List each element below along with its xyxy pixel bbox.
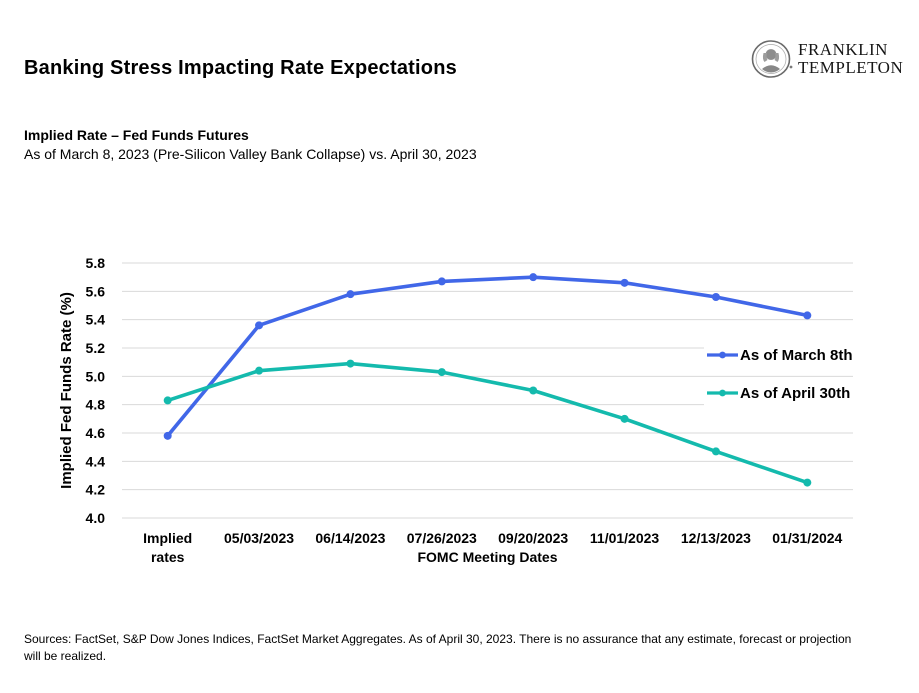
x-tick-label: 05/03/2023 bbox=[224, 530, 294, 546]
series-line bbox=[165, 275, 810, 438]
x-tick-label: 11/01/2023 bbox=[590, 530, 660, 546]
x-tick-label: rates bbox=[151, 549, 185, 565]
x-tick-label: 06/14/2023 bbox=[315, 530, 385, 546]
data-point bbox=[437, 277, 446, 286]
logo-wordmark: FRANKLIN TEMPLETON bbox=[798, 41, 903, 77]
x-tick-label: 01/31/2024 bbox=[772, 530, 842, 546]
y-tick-label: 5.0 bbox=[86, 368, 106, 384]
sources-note: Sources: FactSet, S&P Dow Jones Indices,… bbox=[24, 632, 852, 663]
y-tick-label: 4.8 bbox=[86, 397, 106, 413]
y-tick-label: 5.4 bbox=[86, 312, 106, 328]
data-point bbox=[163, 431, 172, 440]
data-point bbox=[163, 396, 172, 405]
y-tick-label: 5.8 bbox=[86, 255, 106, 271]
legend-label: As of March 8th bbox=[740, 347, 853, 364]
legend-swatch-marker bbox=[719, 351, 726, 359]
x-tick-label: 07/26/2023 bbox=[407, 530, 477, 546]
data-point bbox=[803, 311, 812, 320]
x-axis-title: FOMC Meeting Dates bbox=[417, 549, 557, 565]
data-point bbox=[529, 273, 538, 282]
data-point bbox=[346, 290, 355, 299]
chart-subtitle-description: As of March 8, 2023 (Pre-Silicon Valley … bbox=[24, 146, 477, 162]
chart-subtitle-block: Implied Rate – Fed Funds Futures As of M… bbox=[24, 126, 477, 164]
x-tick-label: 09/20/2023 bbox=[498, 530, 568, 546]
y-tick-label: 4.2 bbox=[86, 482, 106, 498]
data-point bbox=[346, 359, 355, 368]
logo-line1: FRANKLIN bbox=[798, 40, 888, 59]
logo-line2: TEMPLETON bbox=[798, 58, 904, 77]
legend-swatch-marker bbox=[719, 389, 726, 397]
data-point bbox=[620, 278, 629, 287]
y-tick-label: 5.2 bbox=[86, 340, 106, 356]
legend-item: As of April 30th bbox=[704, 380, 854, 406]
x-tick-label: Implied bbox=[143, 530, 192, 546]
data-point bbox=[620, 414, 629, 423]
y-tick-label: 4.0 bbox=[86, 510, 106, 526]
data-point bbox=[255, 366, 264, 375]
y-tick-label: 4.6 bbox=[86, 425, 106, 441]
data-point bbox=[711, 293, 720, 301]
chart-subtitle-title: Implied Rate – Fed Funds Futures bbox=[24, 127, 249, 143]
data-point bbox=[803, 478, 812, 487]
data-point bbox=[529, 386, 538, 395]
x-tick-label: 12/13/2023 bbox=[681, 530, 751, 546]
line-chart: 4.0 4.2 4.4 4.6 4.8 5.0 5.2 5.4 5.6 5.8 Implied Fe… bbox=[58, 255, 854, 565]
franklin-templeton-logo: FRANKLIN TEMPLETON bbox=[751, 38, 903, 80]
legend-item: As of March 8th bbox=[704, 342, 854, 368]
data-point bbox=[711, 447, 720, 456]
franklin-portrait-icon bbox=[751, 40, 793, 78]
data-point bbox=[255, 321, 264, 330]
series-line bbox=[165, 361, 810, 485]
page-title: Banking Stress Impacting Rate Expectatio… bbox=[24, 57, 457, 80]
y-axis-title: Implied Fed Funds Rate (%) bbox=[58, 292, 75, 489]
data-point bbox=[437, 368, 446, 377]
legend-label: As of April 30th bbox=[740, 385, 850, 402]
y-tick-label: 5.6 bbox=[86, 283, 106, 299]
y-tick-label: 4.4 bbox=[86, 453, 106, 469]
